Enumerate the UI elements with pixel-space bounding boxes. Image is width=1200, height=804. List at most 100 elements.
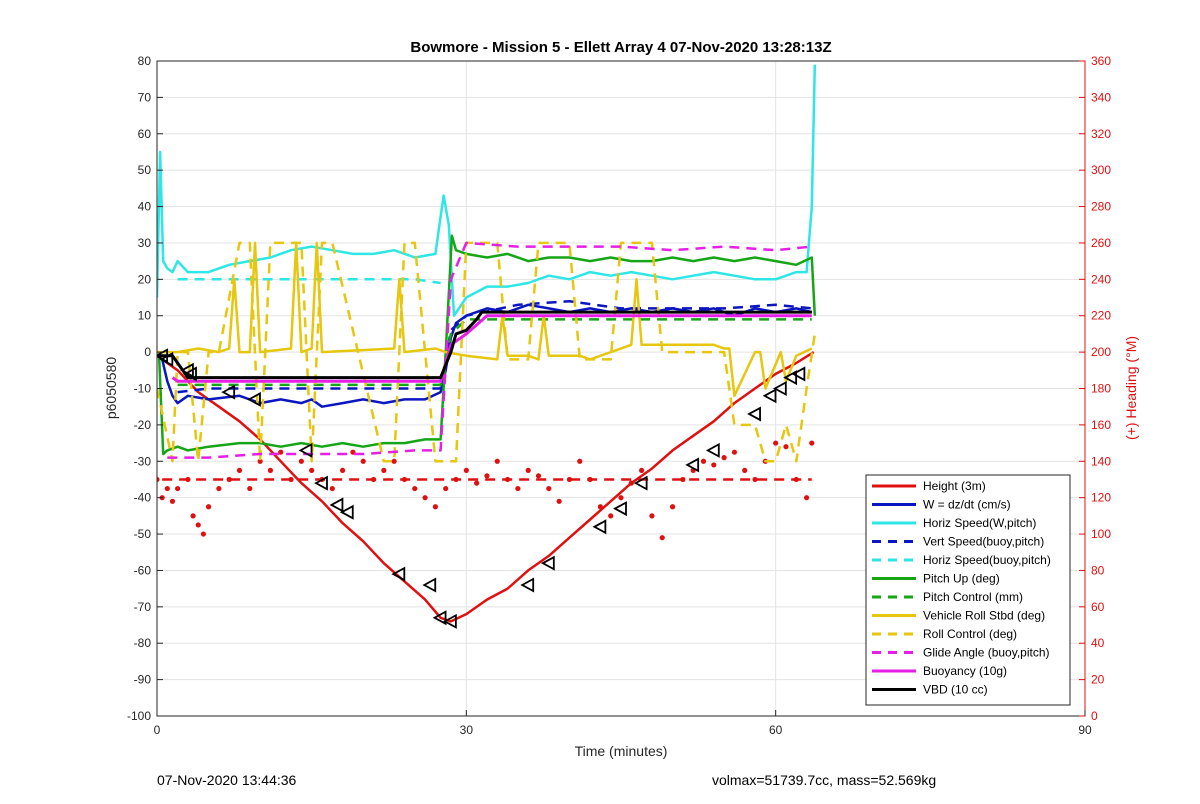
heading-point [453,476,459,483]
y-tick-label: -20 [134,418,152,432]
height-marker [592,519,607,535]
x-tick-label: 30 [460,723,474,737]
series-horiz-speed-w-pitch [157,64,817,317]
heading-point [556,498,562,504]
legend-label: VBD (10 cc) [923,683,988,697]
height-marker [247,391,261,407]
y2-tick-label: 80 [1091,563,1105,577]
height-marker [685,457,700,473]
height-marker [221,384,236,400]
heading-point [680,476,686,483]
y2-tick-label: 0 [1091,709,1098,723]
x-axis-label: Time (minutes) [575,743,668,759]
legend-label: Horiz Speed(buoy,pitch) [923,553,1051,567]
heading-point [412,485,418,492]
height-marker [339,504,354,520]
heading-point [190,513,196,519]
right-axis: 0 20 40 60 80 100 120 140 160 180 200 220 240 260 280 3… [1079,54,1111,723]
series-pitch-up-deg [157,234,817,456]
y-tick-label: 40 [138,200,152,214]
left-axis: -100-90-80-70-60-50-40-30-20-10010203040… [127,54,163,723]
heading-point [298,458,304,464]
heading-point [566,476,573,483]
heading-point [731,449,738,455]
heading-point [401,476,408,483]
heading-point [809,440,815,446]
heading-point [463,467,469,473]
heading-point [773,440,779,446]
y2-tick-label: 320 [1091,127,1111,141]
y-tick-label: 30 [138,236,152,250]
series-vbd-10-cc [157,310,812,380]
series-height-3m [157,351,815,623]
height-marker [298,442,313,458]
y2-axis-label: (+) Heading (°M) [1123,336,1139,440]
heading-point [164,485,170,492]
legend-label: Height (3m) [923,479,986,493]
height-marker [540,555,555,571]
footer-timestamp: 07-Nov-2020 13:44:36 [157,772,297,788]
y2-tick-label: 260 [1091,236,1111,250]
series-vert-speed-buoy-pitch [177,299,812,394]
legend-label: Horiz Speed(W,pitch) [923,516,1036,530]
series-vehicle-roll-stbd-deg [157,241,813,398]
y2-tick-label: 40 [1091,636,1105,650]
heading-point [370,476,377,483]
y-tick-label: 20 [138,272,152,286]
heading-point [236,467,243,473]
y2-tick-label: 300 [1091,163,1111,177]
heading-point [783,444,789,450]
y2-tick-label: 160 [1091,418,1111,432]
heading-point [391,458,397,464]
y-tick-label: -50 [134,527,152,541]
bottom-axis: 0 30 60 90 [154,710,1092,737]
heading-point [700,458,707,464]
heading-point [247,485,253,492]
y-tick-label: 60 [138,127,152,141]
height-marker [432,610,447,626]
heading-point [340,467,346,473]
heading-point [577,458,583,464]
y-tick-label: 10 [138,309,152,323]
y2-tick-label: 60 [1091,600,1105,614]
heading-point [649,513,655,519]
heading-point [639,467,645,473]
y2-tick-label: 280 [1091,200,1111,214]
y2-tick-label: 360 [1091,54,1111,68]
heading-point [288,476,294,483]
heading-point [422,495,428,501]
heading-point [711,462,717,468]
footer-stats: volmax=51739.7cc, mass=52.569kg [712,772,937,788]
y-tick-label: 0 [144,345,151,359]
height-marker [183,366,197,382]
height-marker [159,351,174,367]
chart-title: Bowmore - Mission 5 - Ellett Array 4 07-… [410,39,831,56]
heading-point [175,485,181,492]
y-axis-label: p6050580 [103,357,119,420]
height-marker [329,497,344,513]
height-marker [422,577,437,593]
heading-point [804,495,810,501]
heading-point [659,535,665,541]
heading-point [484,473,490,479]
y2-tick-label: 100 [1091,527,1111,541]
height-marker [633,475,648,491]
y2-tick-label: 120 [1091,491,1111,505]
series-pitch-control-mm [177,318,812,387]
legend-label: Vert Speed(buoy,pitch) [923,535,1044,549]
y-tick-label: 70 [138,90,152,104]
y2-tick-label: 240 [1091,272,1111,286]
heading-point [742,467,748,473]
y-tick-label: -100 [127,709,151,723]
heading-point [535,473,542,479]
height-marker [762,388,777,404]
y2-tick-label: 140 [1091,454,1111,468]
x-tick-label: 90 [1078,723,1092,737]
heading-point [474,480,480,486]
heading-point [618,495,624,501]
series-glide-angle-buoy-pitch [167,241,812,459]
heading-point [752,476,758,483]
y-tick-label: -40 [134,491,152,505]
height-marker [314,475,328,491]
heading-point [515,485,521,492]
